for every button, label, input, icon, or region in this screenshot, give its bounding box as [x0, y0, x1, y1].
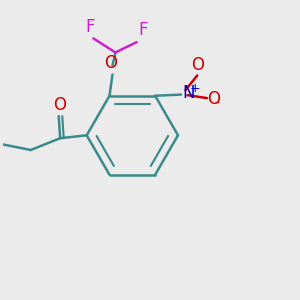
- Text: O: O: [208, 90, 220, 108]
- Text: +: +: [189, 82, 200, 94]
- Text: O: O: [104, 54, 118, 72]
- Text: F: F: [85, 18, 94, 36]
- Text: O: O: [53, 96, 66, 114]
- Text: O: O: [191, 56, 204, 74]
- Text: -: -: [214, 96, 220, 110]
- Text: N: N: [182, 84, 194, 102]
- Text: F: F: [138, 21, 148, 39]
